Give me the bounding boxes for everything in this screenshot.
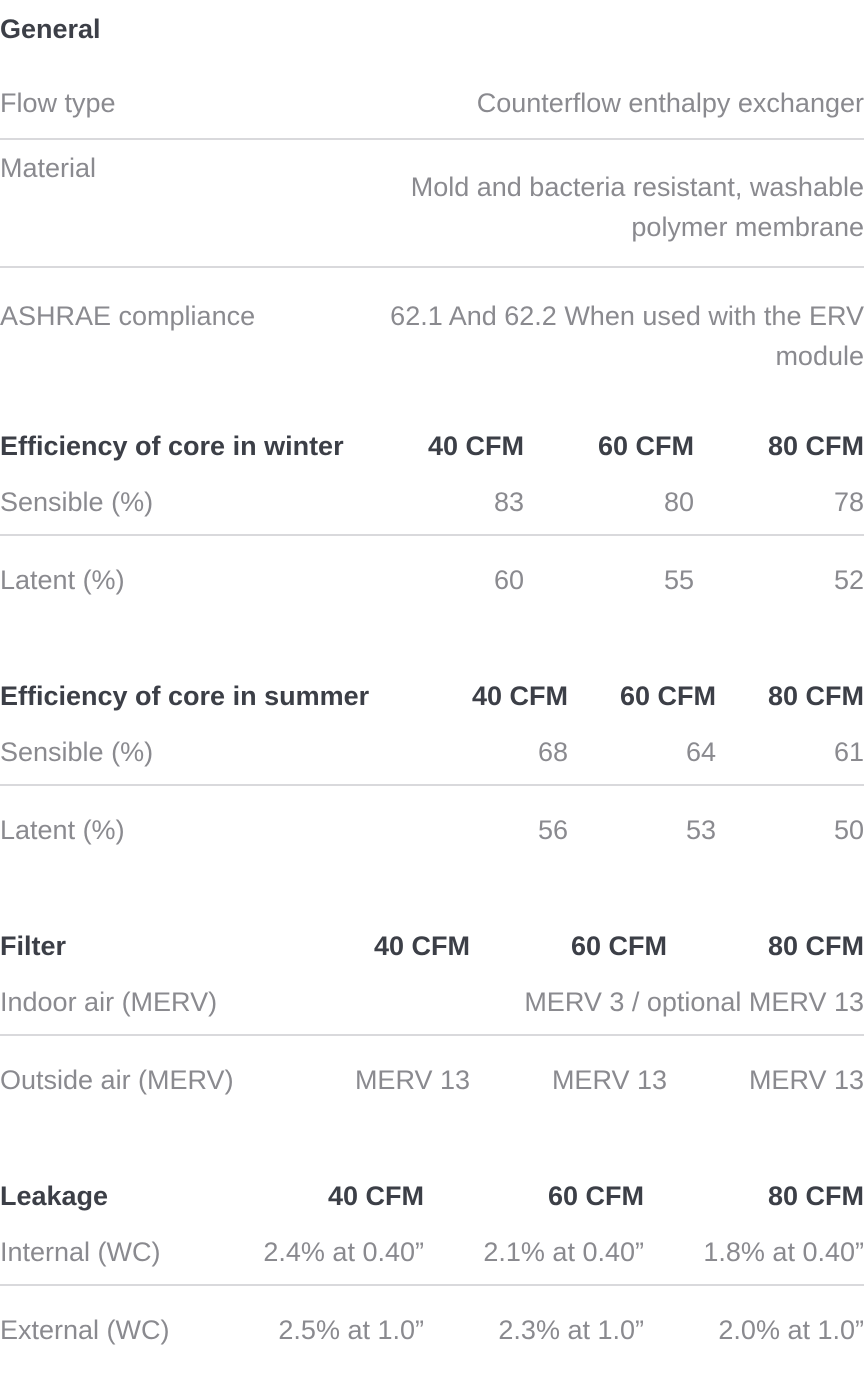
- column-header: 80 CFM: [767, 931, 864, 961]
- spec-row-material: Material Mold and bacteria resistant, wa…: [0, 140, 864, 268]
- leakage-section: Leakage 40 CFM 60 CFM 80 CFM Internal (W…: [0, 1124, 864, 1374]
- column-header: 40 CFM: [327, 1181, 424, 1211]
- spec-label: Material: [0, 153, 97, 183]
- row-label: Sensible (%): [0, 487, 154, 517]
- cell-value: 2.0% at 1.0”: [718, 1314, 864, 1345]
- cell-value: MERV 13: [354, 1064, 470, 1095]
- row-label: Latent (%): [0, 564, 125, 595]
- cell-value: 52: [833, 564, 864, 595]
- summer-title: Efficiency of core in summer: [0, 681, 370, 711]
- spec-row-ashrae: ASHRAE compliance 62.1 And 62.2 When use…: [0, 268, 864, 396]
- column-header: 40 CFM: [427, 431, 524, 461]
- cell-value: 80: [663, 487, 694, 517]
- cell-value: 50: [833, 814, 864, 845]
- cell-value: 64: [685, 737, 716, 767]
- cell-value: 61: [833, 737, 864, 767]
- cell-value: 78: [833, 487, 864, 517]
- filter-header-row: Filter 40 CFM 60 CFM 80 CFM: [0, 874, 864, 966]
- cell-value: 60: [493, 564, 524, 595]
- column-header: 40 CFM: [471, 681, 568, 711]
- row-label: Sensible (%): [0, 737, 154, 767]
- table-row: Sensible (%) 68 64 61: [0, 716, 864, 786]
- cell-value: 83: [493, 487, 524, 517]
- column-header: 80 CFM: [767, 431, 864, 461]
- cell-value: 2.4% at 0.40”: [263, 1237, 424, 1267]
- filter-section: Filter 40 CFM 60 CFM 80 CFM Indoor air (…: [0, 874, 864, 1124]
- spec-value: Mold and bacteria resistant, washable po…: [410, 172, 864, 242]
- cell-value: 56: [537, 814, 568, 845]
- column-header: 80 CFM: [767, 1181, 864, 1211]
- column-header: 40 CFM: [373, 931, 470, 961]
- spec-label: Flow type: [0, 87, 116, 118]
- cell-value: MERV 13: [551, 1064, 667, 1095]
- cell-value: 2.3% at 1.0”: [498, 1314, 644, 1345]
- row-label: Latent (%): [0, 814, 125, 845]
- winter-efficiency-section: Efficiency of core in winter 40 CFM 60 C…: [0, 396, 864, 624]
- general-title: General: [0, 14, 101, 44]
- spec-row-flow-type: Flow type Counterflow enthalpy exchanger: [0, 68, 864, 140]
- cell-value: MERV 3 / optional MERV 13: [524, 987, 864, 1017]
- column-header: 60 CFM: [547, 1181, 644, 1211]
- summer-efficiency-section: Efficiency of core in summer 40 CFM 60 C…: [0, 624, 864, 874]
- row-label: External (WC): [0, 1314, 170, 1345]
- column-header: 60 CFM: [570, 931, 667, 961]
- spec-label: ASHRAE compliance: [0, 301, 256, 331]
- table-row: Latent (%) 60 55 52: [0, 536, 864, 624]
- table-row: Outside air (MERV) MERV 13 MERV 13 MERV …: [0, 1036, 864, 1124]
- winter-title: Efficiency of core in winter: [0, 431, 344, 461]
- column-header: 60 CFM: [597, 431, 694, 461]
- table-row: Latent (%) 56 53 50: [0, 786, 864, 874]
- leakage-title: Leakage: [0, 1181, 109, 1211]
- table-row: Sensible (%) 83 80 78: [0, 466, 864, 536]
- table-row: Internal (WC) 2.4% at 0.40” 2.1% at 0.40…: [0, 1216, 864, 1286]
- cell-value: 53: [685, 814, 716, 845]
- column-header: 80 CFM: [767, 681, 864, 711]
- cell-value: 1.8% at 0.40”: [703, 1237, 864, 1267]
- general-section: General Flow type Counterflow enthalpy e…: [0, 0, 864, 396]
- row-label: Internal (WC): [0, 1237, 161, 1267]
- cell-value: 55: [663, 564, 694, 595]
- cell-value: MERV 13: [748, 1064, 864, 1095]
- filter-title: Filter: [0, 931, 67, 961]
- spec-value: Counterflow enthalpy exchanger: [476, 87, 864, 118]
- winter-header-row: Efficiency of core in winter 40 CFM 60 C…: [0, 396, 864, 466]
- cell-value: 2.1% at 0.40”: [483, 1237, 644, 1267]
- row-label: Indoor air (MERV): [0, 987, 218, 1017]
- leakage-header-row: Leakage 40 CFM 60 CFM 80 CFM: [0, 1124, 864, 1216]
- spec-value: 62.1 And 62.2 When used with the ERV mod…: [390, 301, 864, 371]
- summer-header-row: Efficiency of core in summer 40 CFM 60 C…: [0, 624, 864, 716]
- table-row: External (WC) 2.5% at 1.0” 2.3% at 1.0” …: [0, 1286, 864, 1374]
- row-label: Outside air (MERV): [0, 1064, 234, 1095]
- cell-value: 68: [537, 737, 568, 767]
- table-row: Indoor air (MERV) MERV 3 / optional MERV…: [0, 966, 864, 1036]
- cell-value: 2.5% at 1.0”: [278, 1314, 424, 1345]
- column-header: 60 CFM: [619, 681, 716, 711]
